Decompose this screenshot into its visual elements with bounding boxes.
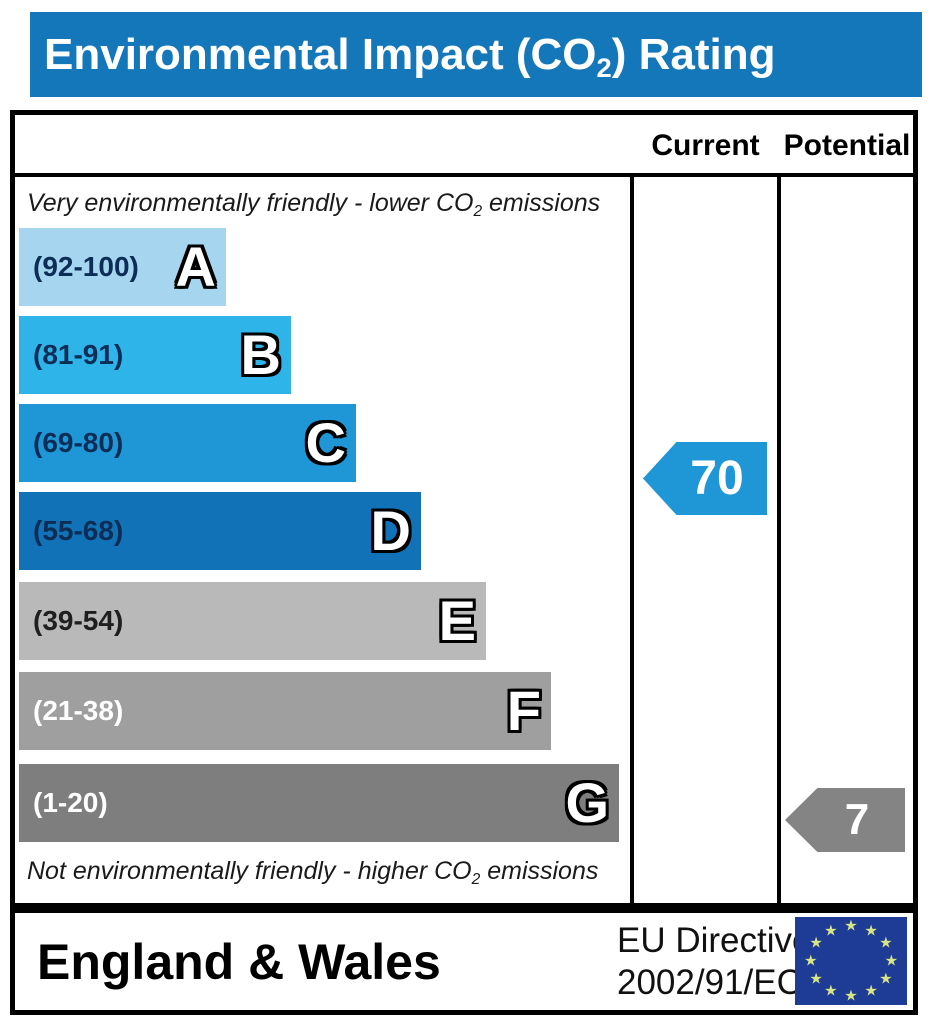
eu-star-icon: ★ [879, 934, 893, 952]
band-letter-e: E [438, 589, 476, 652]
band-range-d: (55-68) [33, 515, 124, 546]
eu-star-icon: ★ [824, 982, 838, 1000]
band-range-a: (92-100) [33, 251, 139, 282]
band-row-g: (1-20) G [19, 764, 619, 842]
eu-directive-label: EU Directive 2002/91/EC [617, 920, 812, 1002]
current-rating-value: 70 [690, 452, 744, 505]
band-row-e: (39-54) E [19, 582, 486, 660]
caption-top: Very environmentally friendly - lower CO… [27, 189, 601, 221]
band-range-g: (1-20) [33, 787, 108, 818]
eu-star-icon: ★ [864, 982, 878, 1000]
column-header-current: Current [651, 129, 760, 162]
potential-rating-arrow: 7 [785, 788, 905, 852]
eu-flag-icon: ★ ★ ★ ★ ★ ★ ★ ★ ★ ★ ★ ★ [795, 917, 907, 1005]
band-row-b: (81-91) B [19, 316, 291, 394]
eu-star-icon: ★ [844, 987, 858, 1005]
eu-star-icon: ★ [879, 970, 893, 988]
eu-star-icon: ★ [864, 922, 878, 940]
band-row-c: (69-80) C [19, 404, 356, 482]
current-rating-arrow: 70 [643, 442, 767, 515]
column-divider-current [630, 115, 634, 903]
band-letter-c: C [305, 411, 346, 474]
band-row-d: (55-68) D [19, 492, 421, 570]
eu-star-icon: ★ [844, 917, 858, 935]
caption-bottom: Not environmentally friendly - higher CO… [27, 857, 599, 889]
band-row-f: (21-38) F [19, 672, 551, 750]
eu-star-icon: ★ [824, 922, 838, 940]
eu-star-icon: ★ [884, 952, 899, 970]
eu-star-icon: ★ [803, 952, 818, 970]
region-label: England & Wales [37, 933, 441, 990]
band-letter-f: F [506, 679, 541, 742]
rating-chart: Current Potential Very environmentally f… [10, 110, 918, 908]
eu-star-icon: ★ [809, 970, 823, 988]
potential-rating-value: 7 [844, 795, 870, 844]
title-bar: Environmental Impact (CO2) Rating [30, 12, 922, 97]
band-letter-b: B [240, 323, 281, 386]
band-range-e: (39-54) [33, 605, 124, 636]
eu-star-icon: ★ [809, 934, 823, 952]
band-range-f: (21-38) [33, 695, 124, 726]
band-range-b: (81-91) [33, 339, 124, 370]
band-letter-d: D [370, 499, 411, 562]
chart-header-row [15, 115, 913, 177]
band-range-c: (69-80) [33, 427, 124, 458]
column-divider-potential [777, 115, 781, 903]
page-title: Environmental Impact (CO2) Rating [44, 29, 776, 83]
footer: England & Wales EU Directive 2002/91/EC … [10, 908, 918, 1015]
column-header-potential: Potential [783, 129, 911, 162]
band-letter-g: G [565, 771, 609, 834]
band-row-a: (92-100) A [19, 228, 226, 306]
band-letter-a: A [175, 235, 216, 298]
